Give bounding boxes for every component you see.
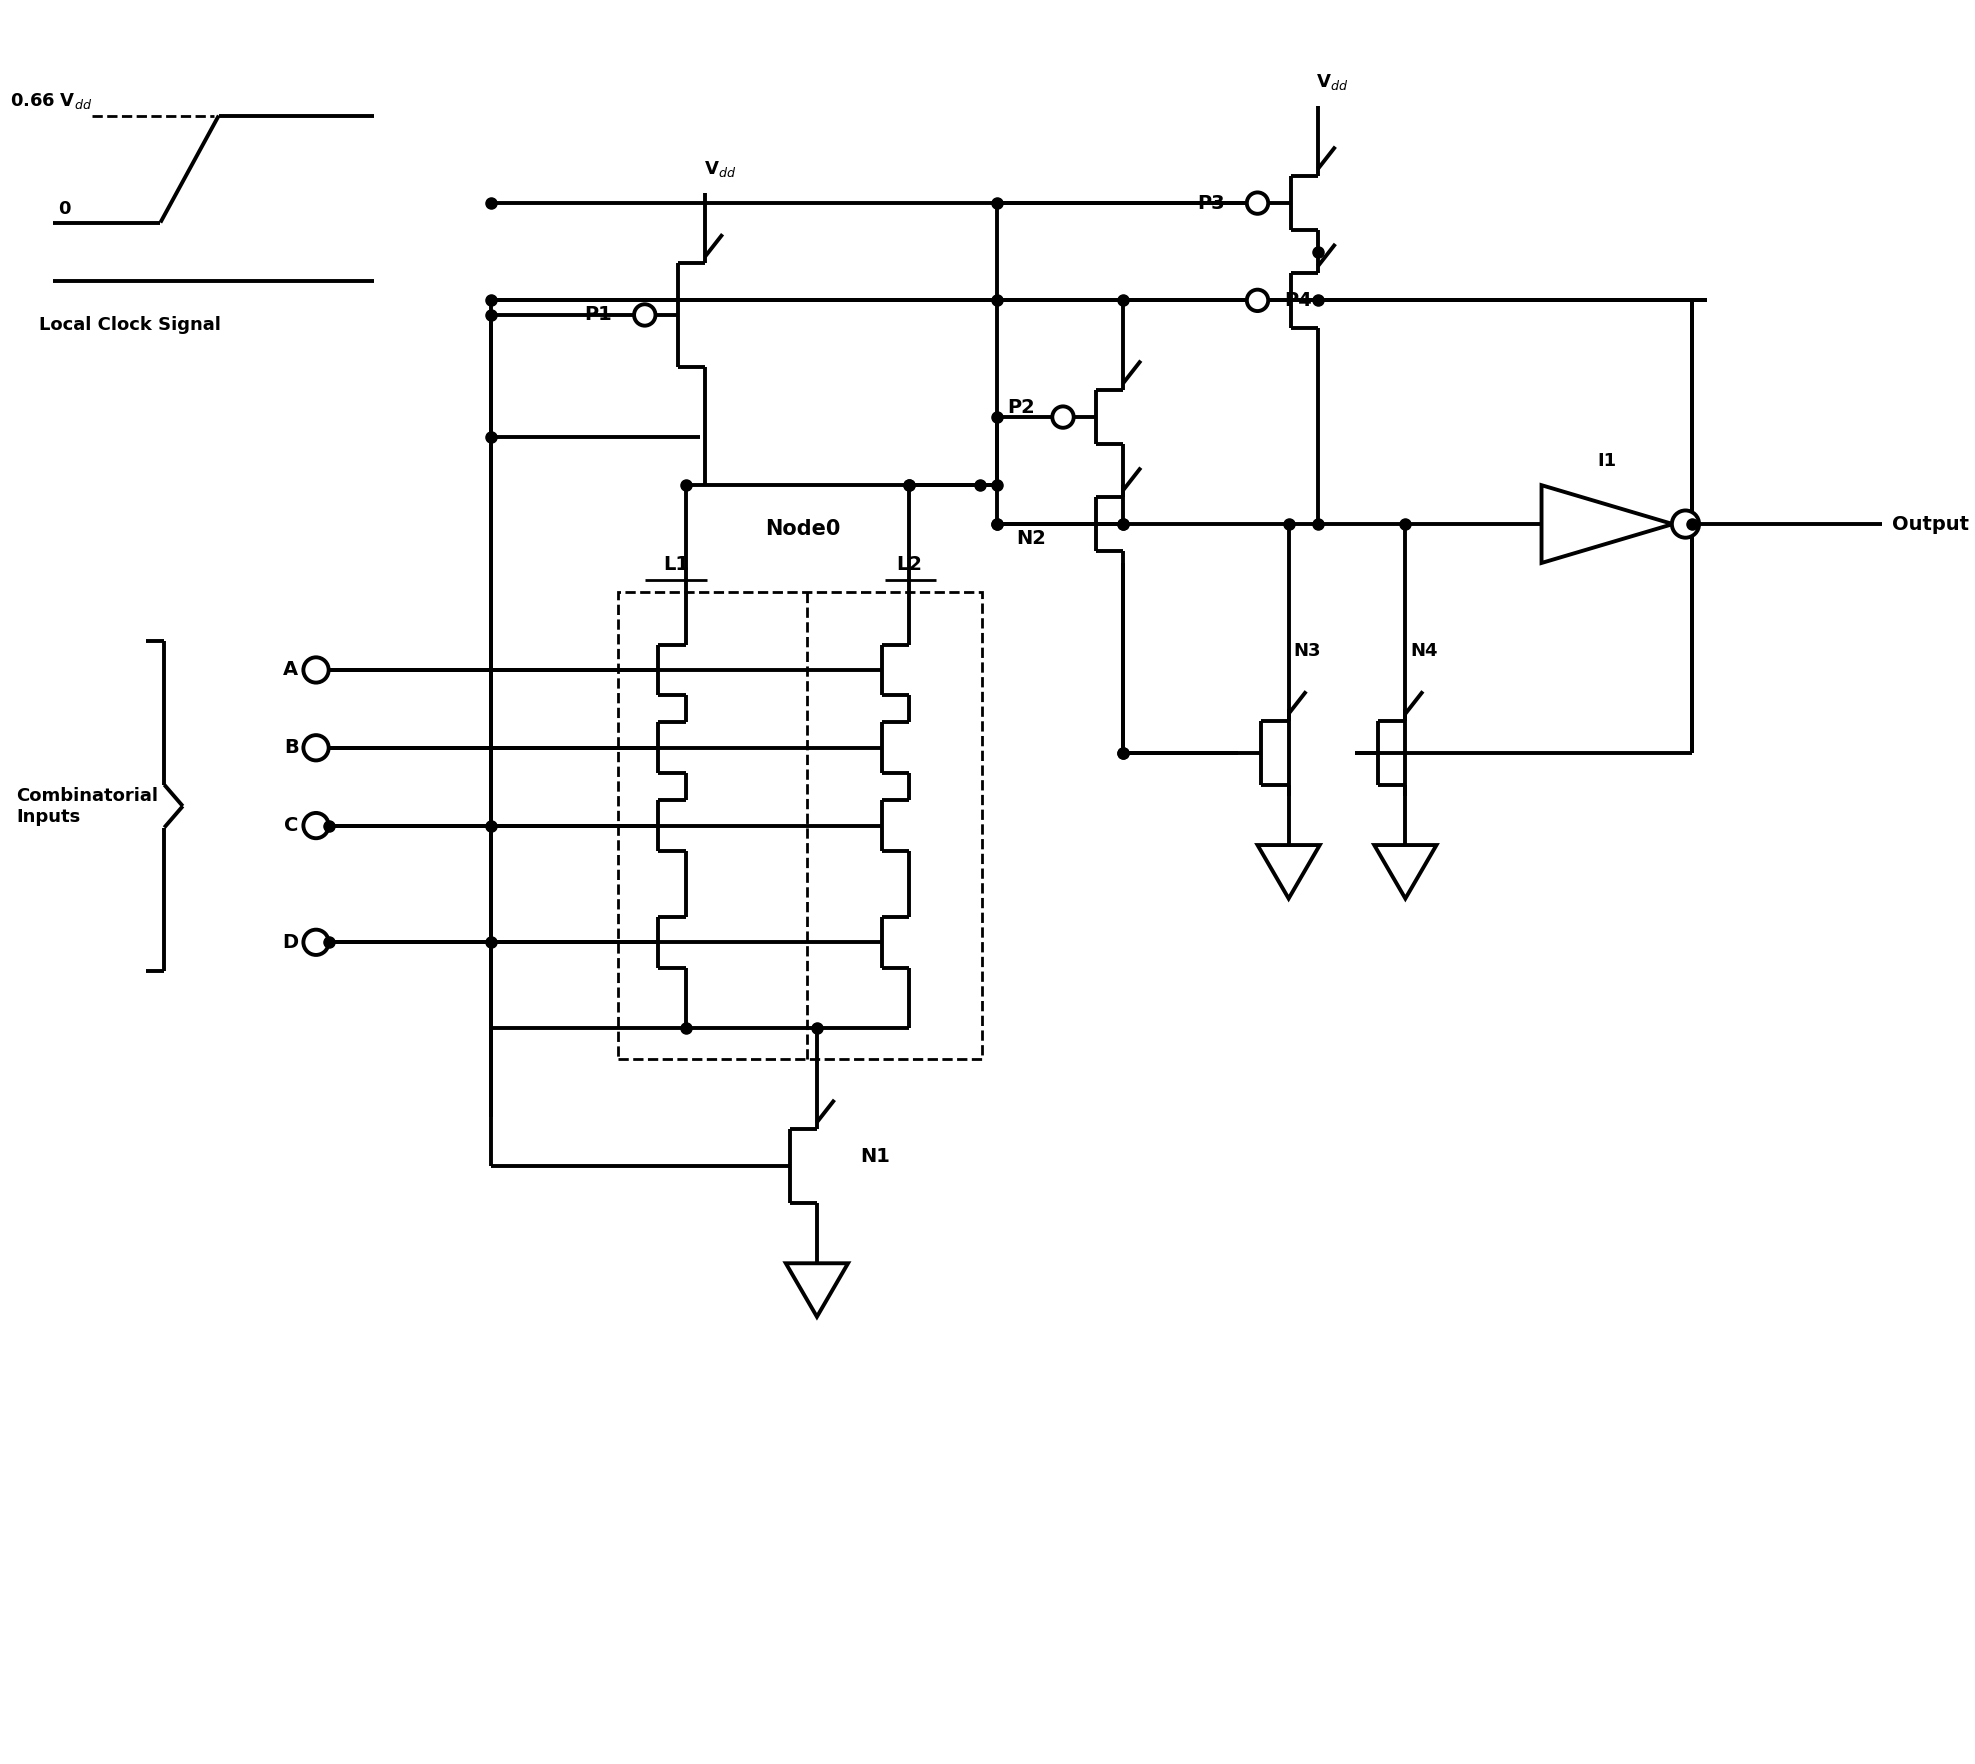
Circle shape <box>304 930 328 954</box>
Circle shape <box>1673 510 1698 538</box>
Text: L1: L1 <box>664 556 689 575</box>
Text: L2: L2 <box>897 556 922 575</box>
Text: Output: Output <box>1892 515 1969 533</box>
Text: N3: N3 <box>1294 642 1321 660</box>
Text: N4: N4 <box>1410 642 1438 660</box>
Text: P3: P3 <box>1197 194 1224 213</box>
Bar <box>618 593 982 1058</box>
Text: P4: P4 <box>1284 291 1311 310</box>
Circle shape <box>304 813 328 838</box>
Text: D: D <box>282 933 298 953</box>
Text: C: C <box>284 817 298 834</box>
Text: P1: P1 <box>585 305 612 325</box>
Circle shape <box>1246 289 1268 310</box>
Text: Combinatorial
Inputs: Combinatorial Inputs <box>16 787 158 826</box>
Circle shape <box>634 303 656 326</box>
Text: 0.66 V$_{dd}$: 0.66 V$_{dd}$ <box>10 90 91 111</box>
Circle shape <box>1053 406 1074 429</box>
Circle shape <box>304 736 328 760</box>
Circle shape <box>1246 192 1268 213</box>
Text: A: A <box>282 660 298 679</box>
Text: Node0: Node0 <box>764 519 839 540</box>
Text: 0: 0 <box>59 199 71 217</box>
Text: I1: I1 <box>1598 452 1618 469</box>
Text: B: B <box>284 739 298 757</box>
Text: V$_{dd}$: V$_{dd}$ <box>1315 72 1349 92</box>
Text: N2: N2 <box>1015 529 1047 549</box>
Circle shape <box>304 658 328 683</box>
Text: V$_{dd}$: V$_{dd}$ <box>703 159 737 180</box>
Text: Local Clock Signal: Local Clock Signal <box>40 316 221 333</box>
Text: N1: N1 <box>861 1147 891 1166</box>
Text: P2: P2 <box>1007 399 1035 416</box>
